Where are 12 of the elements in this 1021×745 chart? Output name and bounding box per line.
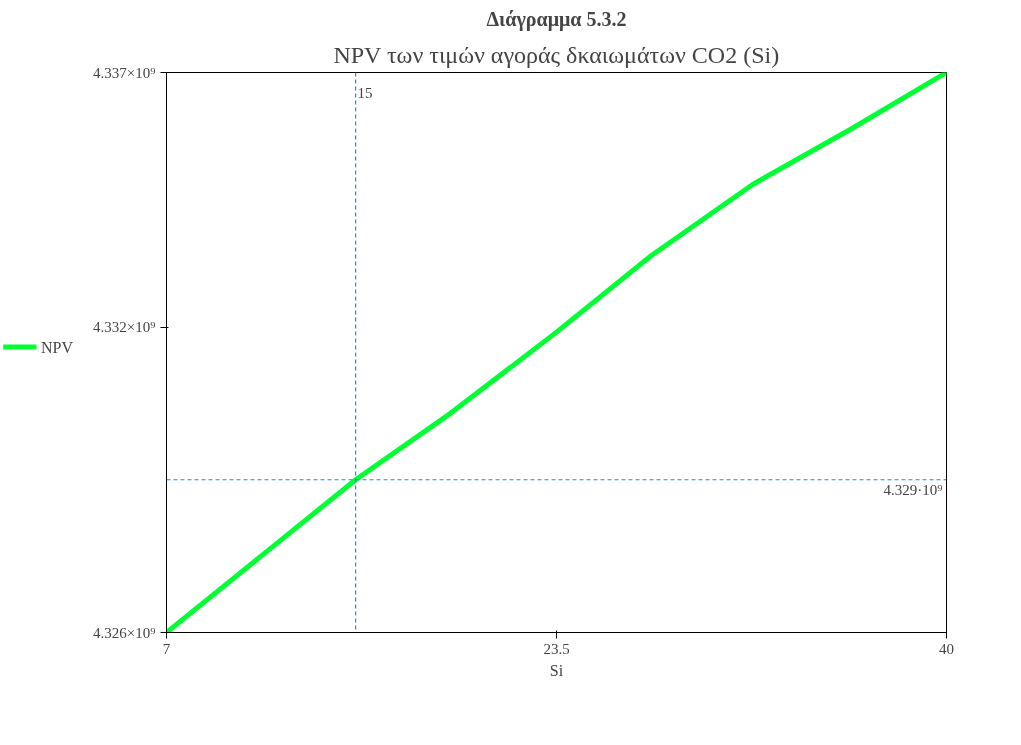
x-axis-title: Si xyxy=(549,661,564,679)
y-tick-label: 4.332×10⁹ xyxy=(93,319,156,336)
chart-subtitle: NPV των τιμών αγοράς δκαιωμάτων CO2 (Si) xyxy=(333,41,780,68)
x-tick-label: 7 xyxy=(162,640,171,657)
y-tick-label: 4.337×10⁹ xyxy=(93,64,156,81)
y-tick-label: 4.326×10⁹ xyxy=(93,624,156,641)
chart-title: Διάγραμμα 5.3.2 xyxy=(486,7,627,31)
x-tick-label: 40 xyxy=(939,640,954,657)
ref-line-label: 4.329·10⁹ xyxy=(883,481,943,498)
x-tick-label: 23.5 xyxy=(543,640,570,657)
ref-line-label: 15 xyxy=(357,84,373,101)
legend-label: NPV xyxy=(41,338,74,356)
